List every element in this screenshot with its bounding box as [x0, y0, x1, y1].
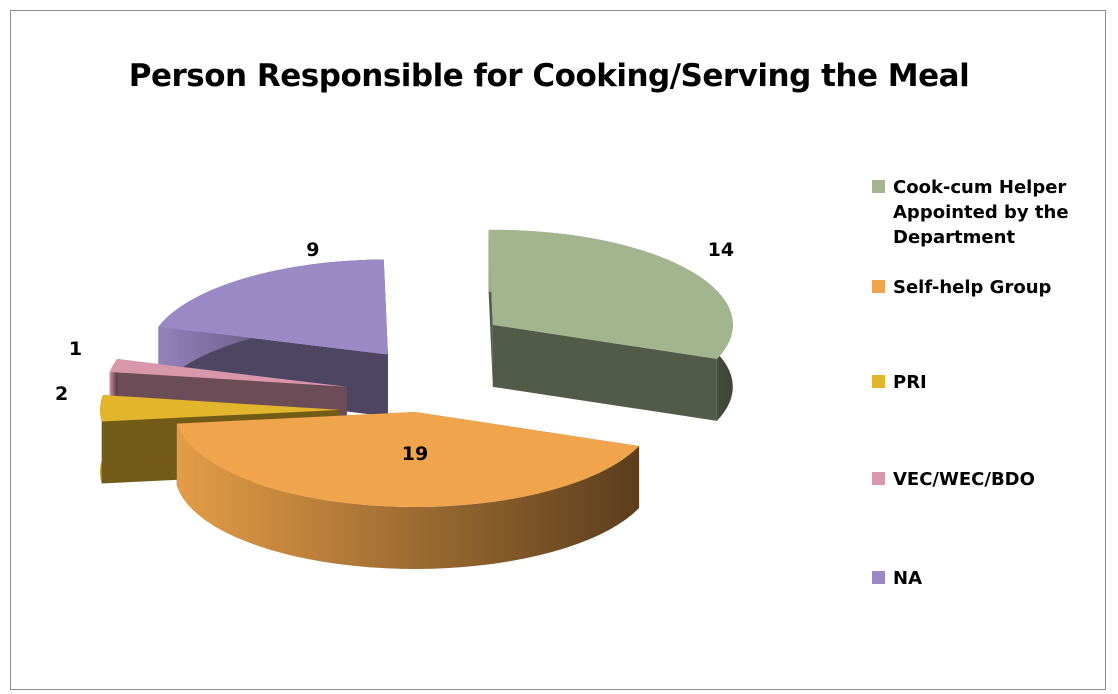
legend-swatch [872, 180, 885, 193]
legend-swatch [872, 571, 885, 584]
data-label-1: 19 [402, 443, 428, 465]
data-label-0: 14 [708, 239, 734, 261]
pie-slice-0 [488, 229, 733, 421]
legend-label: PRI [893, 372, 927, 393]
data-label-4: 9 [306, 239, 319, 261]
legend-item: Self-help Group [872, 275, 1108, 300]
legend-label: VEC/WEC/BDO [893, 469, 1035, 490]
data-label-2: 2 [55, 383, 68, 405]
legend-swatch [872, 472, 885, 485]
legend-item: PRI [872, 370, 1108, 395]
pie-slice-1 [176, 412, 640, 569]
legend-label: NA [893, 568, 922, 589]
legend-item: NA [872, 566, 1108, 591]
legend-item: VEC/WEC/BDO [872, 467, 1108, 492]
legend-label: Self-help Group [893, 277, 1052, 298]
legend-swatch [872, 375, 885, 388]
legend-swatch [872, 280, 885, 293]
legend-item: Cook-cum Helper Appointed by the Departm… [872, 175, 1108, 250]
legend-label: Cook-cum Helper Appointed by the Departm… [893, 177, 1069, 248]
chart-title: Person Responsible for Cooking/Serving t… [128, 58, 970, 94]
data-label-3: 1 [69, 338, 82, 360]
